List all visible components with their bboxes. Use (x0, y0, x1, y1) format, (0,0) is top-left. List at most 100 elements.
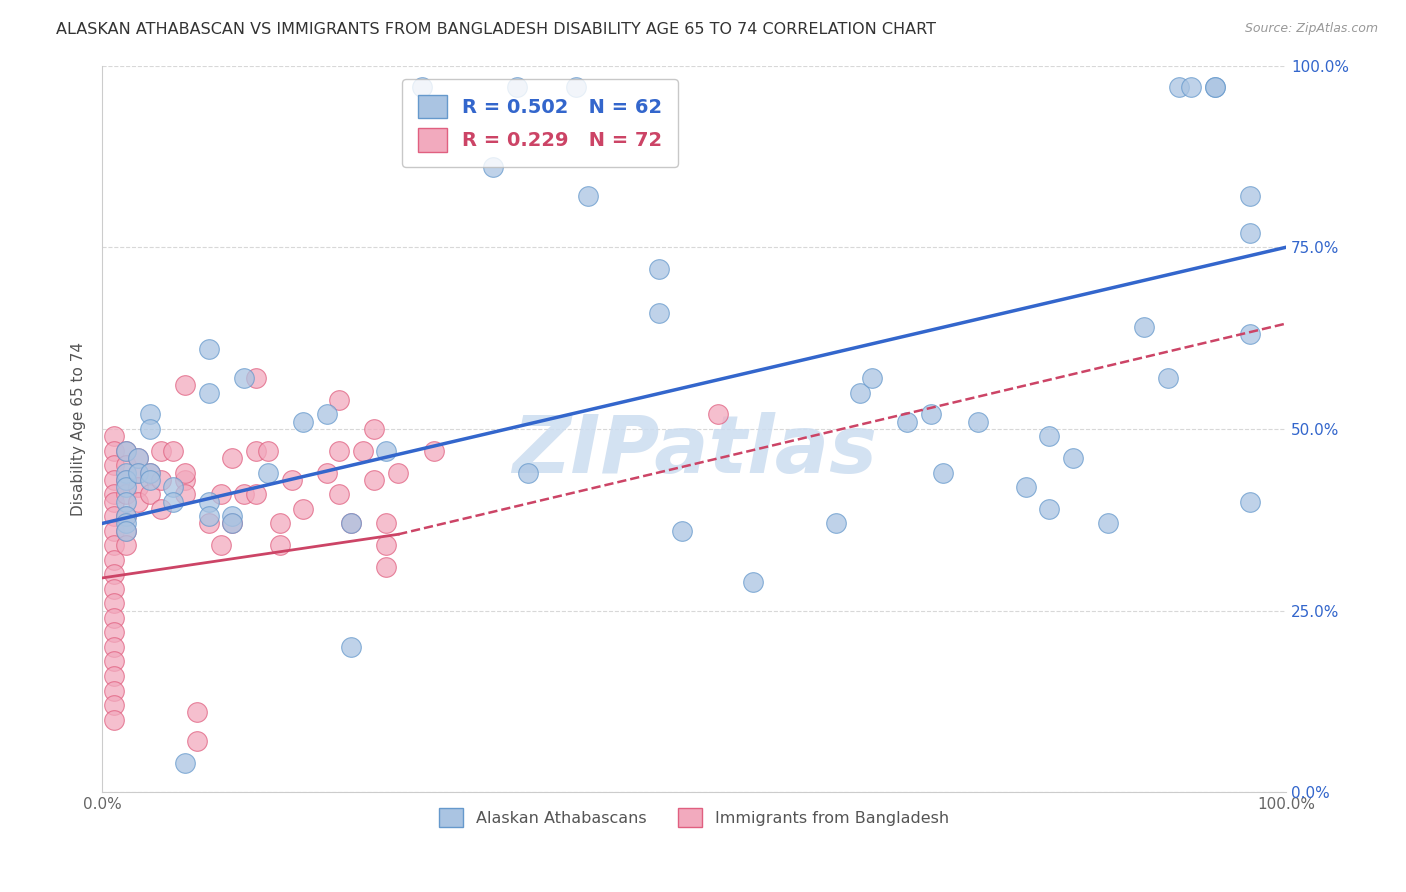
Point (328, 487, 350, 501)
Point (269, 538, 291, 552)
Point (1239, 494, 1261, 508)
Point (174, 378, 197, 392)
Point (115, 538, 138, 552)
Point (115, 524, 138, 538)
Point (115, 473, 138, 487)
Point (127, 466, 149, 480)
Point (197, 494, 219, 508)
Point (115, 509, 138, 524)
Point (186, 734, 208, 748)
Point (505, 80, 527, 95)
Point (292, 415, 315, 429)
Point (316, 408, 339, 422)
Point (576, 189, 599, 203)
Point (647, 262, 669, 277)
Point (209, 538, 232, 552)
Point (1133, 320, 1156, 334)
Point (115, 509, 138, 524)
Point (352, 443, 374, 458)
Point (103, 538, 125, 552)
Point (103, 640, 125, 654)
Point (340, 516, 363, 531)
Point (860, 371, 883, 385)
Point (103, 524, 125, 538)
Point (197, 516, 219, 531)
Point (292, 502, 315, 516)
Point (103, 458, 125, 473)
Text: ALASKAN ATHABASCAN VS IMMIGRANTS FROM BANGLADESH DISABILITY AGE 65 TO 74 CORRELA: ALASKAN ATHABASCAN VS IMMIGRANTS FROM BA… (56, 22, 936, 37)
Point (1014, 480, 1036, 494)
Point (1239, 189, 1261, 203)
Point (150, 443, 173, 458)
Point (103, 713, 125, 727)
Point (103, 443, 125, 458)
Point (138, 487, 160, 501)
Point (115, 516, 138, 531)
Point (742, 574, 765, 589)
Point (197, 385, 219, 400)
Point (257, 466, 280, 480)
Point (197, 509, 219, 524)
Point (221, 450, 243, 465)
Point (363, 422, 385, 436)
Text: ZIPatlas: ZIPatlas (512, 412, 876, 490)
Point (115, 443, 138, 458)
Point (115, 524, 138, 538)
Point (127, 494, 149, 508)
Point (162, 480, 184, 494)
Point (257, 443, 280, 458)
Point (849, 385, 872, 400)
Point (967, 415, 990, 429)
Point (115, 443, 138, 458)
Point (115, 473, 138, 487)
Point (328, 392, 350, 407)
Point (363, 473, 385, 487)
Point (138, 466, 160, 480)
Point (245, 443, 267, 458)
Point (482, 161, 505, 175)
Point (150, 502, 173, 516)
Y-axis label: Disability Age 65 to 74: Disability Age 65 to 74 (72, 342, 86, 516)
Point (931, 466, 953, 480)
Point (387, 466, 409, 480)
Point (115, 487, 138, 501)
Point (280, 473, 302, 487)
Point (103, 596, 125, 610)
Point (825, 516, 848, 531)
Point (340, 516, 363, 531)
Point (162, 443, 184, 458)
Point (316, 466, 339, 480)
Point (896, 415, 918, 429)
Point (233, 371, 256, 385)
Point (103, 487, 125, 501)
Point (1156, 371, 1178, 385)
Point (920, 408, 942, 422)
Point (174, 473, 197, 487)
Point (245, 371, 267, 385)
Point (209, 487, 232, 501)
Point (103, 611, 125, 625)
Point (138, 473, 160, 487)
Point (127, 480, 149, 494)
Point (103, 509, 125, 524)
Point (186, 706, 208, 720)
Point (1239, 327, 1261, 342)
Point (375, 560, 398, 574)
Point (174, 756, 197, 771)
Point (221, 509, 243, 524)
Point (150, 473, 173, 487)
Point (1038, 429, 1060, 443)
Point (340, 640, 363, 654)
Point (103, 669, 125, 683)
Point (422, 443, 444, 458)
Point (1062, 450, 1084, 465)
Point (115, 494, 138, 508)
Point (174, 466, 197, 480)
Point (269, 516, 291, 531)
Point (1204, 80, 1226, 95)
Point (706, 408, 728, 422)
Point (103, 683, 125, 698)
Point (162, 494, 184, 508)
Point (221, 516, 243, 531)
Point (245, 487, 267, 501)
